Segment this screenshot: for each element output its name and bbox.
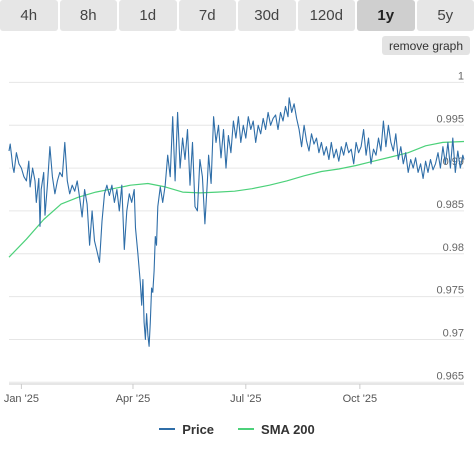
chart-series (8, 97, 465, 347)
x-tick-label: Jul '25 (230, 393, 261, 405)
tab-30d[interactable]: 30d (238, 0, 296, 31)
tab-4h[interactable]: 4h (0, 0, 58, 31)
y-tick-label: 0.97 (443, 327, 464, 339)
legend-swatch-price (159, 428, 176, 430)
tab-7d[interactable]: 7d (178, 0, 236, 31)
y-tick-label: 0.965 (436, 370, 464, 382)
x-tick-label: Oct '25 (343, 393, 378, 405)
y-tick-label: 1 (458, 70, 464, 82)
y-tick-label: 0.995 (436, 113, 464, 125)
legend-item-price[interactable]: Price (159, 422, 214, 437)
remove-graph-button[interactable]: remove graph (382, 36, 470, 55)
tab-1d[interactable]: 1d (119, 0, 177, 31)
x-tick-label: Apr '25 (116, 393, 151, 405)
series-line-price (8, 97, 465, 347)
y-tick-label: 0.985 (436, 199, 464, 211)
legend-label-price: Price (182, 421, 215, 437)
tab-120d[interactable]: 120d (297, 0, 355, 31)
legend-swatch-sma-200 (238, 428, 255, 430)
y-tick-label: 0.975 (436, 285, 464, 297)
time-range-tabs: 4h 8h 1d 7d 30d 120d 1y 5y (0, 0, 474, 31)
tab-1y[interactable]: 1y (357, 0, 415, 31)
tab-5y[interactable]: 5y (416, 0, 474, 31)
tab-8h[interactable]: 8h (59, 0, 117, 31)
legend-item-sma-200[interactable]: SMA 200 (238, 422, 315, 437)
grid-lines (9, 81, 464, 383)
chart-legend: Price SMA 200 (0, 418, 474, 440)
series-line-sma-200 (8, 140, 465, 258)
y-tick-label: 0.98 (443, 242, 464, 254)
legend-label-sma-200: SMA 200 (261, 421, 315, 437)
x-axis: Jan '25 Apr '25 Jul '25 Oct '25 (4, 383, 464, 405)
x-tick-label: Jan '25 (4, 393, 39, 405)
